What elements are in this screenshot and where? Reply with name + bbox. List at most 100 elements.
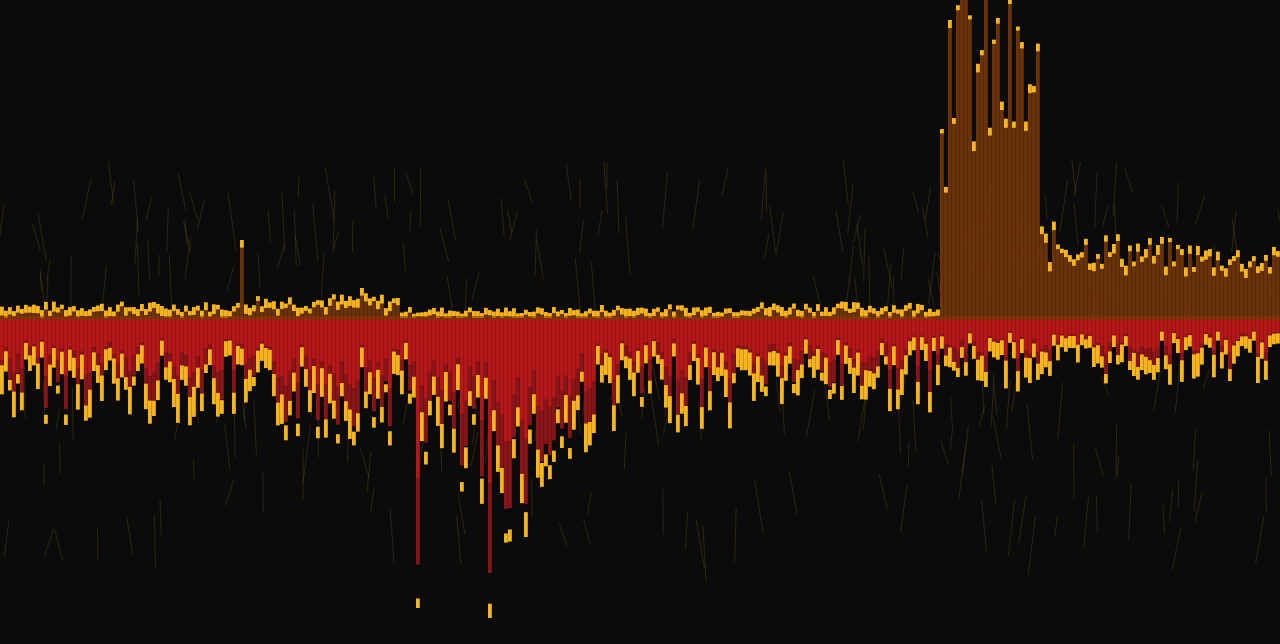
bar-lower-mid [600,353,604,373]
bar-lower-tip [428,400,432,416]
bar-lower [796,318,800,361]
bar-lower [1120,318,1124,343]
bar-upper-tip [1032,85,1036,93]
bar-lower [1276,318,1280,333]
background-streak [692,180,701,230]
bar-upper [1072,259,1076,318]
background-streak [226,265,235,292]
background-streak [698,402,702,441]
background-streak [921,206,929,238]
bar-lower-tip [604,352,608,375]
bar-lower [160,318,164,339]
bar-upper-tip [1072,259,1076,266]
bar-upper-tip [532,311,536,318]
bar-upper [968,15,972,318]
bar-upper-tip [1128,245,1132,252]
bar-upper [1024,121,1028,318]
bar-lower [1176,318,1180,338]
background-streak [242,403,247,429]
bar-upper [340,294,344,318]
bar-lower-tip [476,374,480,398]
bar-upper [1068,255,1072,318]
bar-upper [396,298,400,318]
bar-upper [352,300,356,318]
bar-lower [168,318,172,354]
bar-lower-mid [284,385,288,422]
bar-lower-mid [340,361,344,385]
bar-lower-tip [180,365,184,380]
bar-lower-tip [1072,336,1076,349]
bar-lower-tip [548,465,552,480]
bar-lower [668,318,672,376]
bar-lower-mid [928,369,932,399]
bar-lower [496,318,500,403]
bar-lower-mid [536,405,540,454]
bar-lower-tip [1200,347,1204,365]
bar-lower-tip [944,355,948,367]
background-streak [1162,503,1165,534]
bar-upper-tip [100,303,104,311]
bar-lower-tip [252,377,256,387]
bar-upper-tip [448,310,452,318]
bar-upper-tip [112,311,116,317]
bar-lower [8,318,12,358]
bar-upper-tip [548,313,552,318]
background-streak [775,378,781,413]
bar-upper [1228,259,1232,318]
bar-upper [280,301,284,318]
bar-upper [332,294,336,318]
bar-upper-tip [488,310,492,316]
bar-lower-tip [328,373,332,404]
bar-lower-tip [124,377,128,390]
bar-lower [324,318,328,384]
bar-upper-tip [124,307,128,316]
bar-lower-tip [1184,337,1188,351]
bar-upper-tip [880,307,884,315]
bar-lower-mid [884,343,888,358]
bar-lower-tip [1132,352,1136,376]
bar-upper [760,302,764,318]
bar-lower-mid [888,369,892,398]
bar-upper [320,300,324,318]
background-streak [578,220,584,253]
bar-lower-tip [280,394,284,424]
bar-lower [960,318,964,340]
bar-lower-tip [808,359,812,368]
background-streak [847,184,854,234]
bar-lower-tip [388,431,392,446]
bar-upper [1236,250,1240,318]
bar-lower-tip [596,345,600,365]
bar-lower-mid [476,361,480,386]
bar-upper [272,301,276,318]
bar-upper [1196,245,1200,318]
bar-lower [1048,318,1052,350]
background-streak [136,242,140,297]
bar-lower-tip [1252,331,1256,341]
bar-lower [1052,318,1056,334]
bar-upper-tip [664,309,668,318]
bar-lower-tip [1012,342,1016,359]
bar-upper-tip [660,312,664,318]
bar-lower-mid [188,377,192,410]
bar-lower-mid [432,360,436,384]
bar-upper-tip [152,301,156,308]
bar-upper-tip [876,311,880,318]
bar-upper-tip [328,298,332,306]
bar-upper-tip [720,312,724,317]
bar-lower [84,318,88,375]
bar-lower-tip [1240,336,1244,347]
bar-lower-mid [380,375,384,407]
bar-lower [952,318,956,347]
bar-lower [640,318,644,367]
bar-upper [976,63,980,318]
bar-lower [872,318,876,358]
bar-upper-tip [256,296,260,301]
background-streak [384,195,389,218]
background-streak [46,259,51,282]
bar-lower [1172,318,1176,332]
bar-lower [604,318,608,350]
background-streak [1174,361,1181,414]
bar-lower-tip [336,434,340,444]
bar-lower-mid [524,438,528,505]
background-streak [863,227,866,282]
